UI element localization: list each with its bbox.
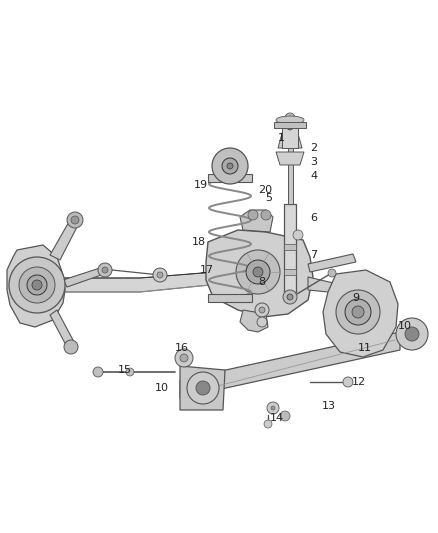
Text: 10: 10 [155,383,169,393]
Circle shape [187,372,219,404]
Circle shape [126,368,134,376]
Polygon shape [208,174,252,182]
Text: 1: 1 [278,133,285,143]
Text: 16: 16 [175,343,189,353]
Circle shape [157,272,163,278]
Circle shape [71,216,79,224]
Circle shape [396,318,428,350]
Circle shape [336,290,380,334]
Polygon shape [284,204,296,292]
Text: 18: 18 [192,237,206,247]
Text: 20: 20 [258,185,272,195]
Circle shape [261,210,271,220]
Polygon shape [63,267,107,287]
Polygon shape [240,310,268,332]
Circle shape [180,354,188,362]
Circle shape [9,257,65,313]
Circle shape [227,163,233,169]
Circle shape [27,275,47,295]
Text: 19: 19 [194,180,208,190]
Polygon shape [282,128,298,148]
Polygon shape [180,366,225,410]
Circle shape [98,263,112,277]
Polygon shape [308,254,356,272]
Circle shape [93,367,103,377]
Circle shape [212,148,248,184]
Polygon shape [284,269,296,275]
Circle shape [287,124,293,130]
Circle shape [253,267,263,277]
Circle shape [175,349,193,367]
Circle shape [255,303,269,317]
Text: 10: 10 [398,321,412,331]
Circle shape [19,267,55,303]
Text: 8: 8 [258,277,265,287]
Polygon shape [7,245,65,327]
Polygon shape [284,244,296,250]
Circle shape [222,158,238,174]
Circle shape [285,113,295,123]
Circle shape [283,290,297,304]
Polygon shape [278,130,302,148]
Polygon shape [50,217,80,260]
Circle shape [343,377,353,387]
Text: 14: 14 [270,413,284,423]
Circle shape [280,411,290,421]
Circle shape [293,230,303,240]
Text: 13: 13 [322,401,336,411]
Circle shape [328,269,336,277]
Circle shape [246,260,270,284]
Ellipse shape [276,116,304,124]
Polygon shape [276,152,304,165]
Circle shape [287,294,293,300]
Polygon shape [240,210,273,232]
Text: 3: 3 [310,157,317,167]
Circle shape [32,280,42,290]
Circle shape [64,340,78,354]
Text: 9: 9 [352,293,359,303]
Polygon shape [22,268,310,292]
Text: 11: 11 [358,343,372,353]
Circle shape [267,402,279,414]
Circle shape [264,420,272,428]
Circle shape [271,406,275,410]
Circle shape [257,317,267,327]
Text: 6: 6 [310,213,317,223]
Text: 15: 15 [118,365,132,375]
Circle shape [283,120,297,134]
Circle shape [405,327,419,341]
Circle shape [259,307,265,313]
Circle shape [153,268,167,282]
Circle shape [345,299,371,325]
Polygon shape [208,294,252,302]
Circle shape [67,212,83,228]
Polygon shape [206,230,313,317]
Text: 7: 7 [310,250,317,260]
Circle shape [352,306,364,318]
Polygon shape [180,332,400,398]
Circle shape [102,267,108,273]
Circle shape [248,210,258,220]
Text: 12: 12 [352,377,366,387]
Text: 17: 17 [200,265,214,275]
Circle shape [196,381,210,395]
Polygon shape [308,277,350,294]
Text: 5: 5 [265,193,272,203]
Circle shape [236,250,280,294]
Polygon shape [274,122,306,128]
Text: 2: 2 [310,143,317,153]
Text: 4: 4 [310,171,317,181]
Polygon shape [287,132,293,204]
Polygon shape [323,270,398,357]
Polygon shape [50,310,75,350]
